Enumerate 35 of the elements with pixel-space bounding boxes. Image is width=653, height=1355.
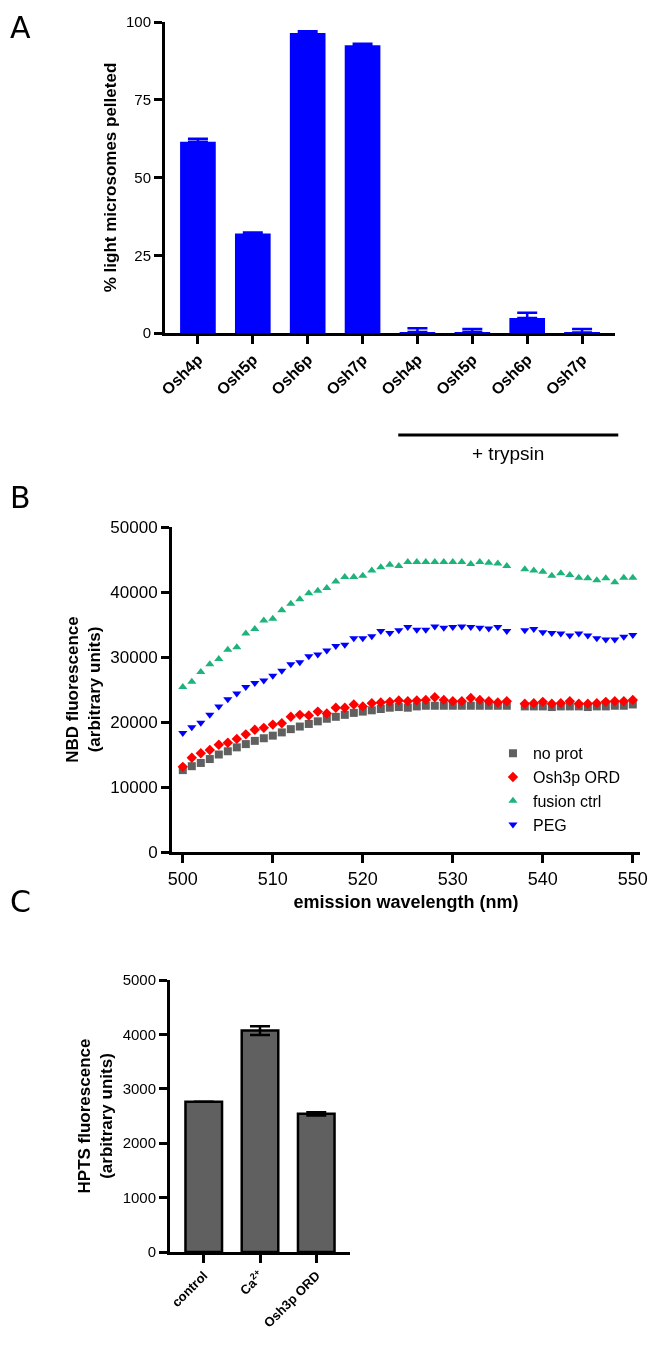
x-tick-label: 510: [257, 868, 288, 889]
x-tick-label: 530: [437, 868, 468, 889]
y-tick-label: 0: [142, 324, 151, 342]
x-axis-title: emission wavelength (nm): [293, 891, 519, 912]
x-tick-label: 520: [347, 868, 378, 889]
y-tick-label: 100: [125, 13, 151, 31]
y-tick-label: 20000: [110, 712, 158, 732]
legend-label: PEG: [532, 816, 567, 834]
y-tick-label: 50000: [110, 517, 158, 537]
y-tick-label: 25: [134, 246, 151, 264]
text: B: [10, 480, 31, 515]
y-tick-label: 1000: [122, 1188, 156, 1206]
y-axis-title: NBD fluorescence (arbitrary units): [62, 616, 104, 763]
y-axis-title: HPTS fluorescence (arbitrary units): [75, 1038, 117, 1194]
y-tick-label: 0: [148, 842, 158, 862]
x-tick-label: 550: [617, 868, 648, 889]
legend-label: no prot: [532, 745, 584, 763]
x-tick-label: 540: [527, 868, 558, 889]
text: C: [10, 884, 31, 919]
x-tick-label: 500: [167, 868, 198, 889]
legend-label: Osh3p ORD: [532, 769, 621, 787]
y-tick-label: 4000: [122, 1025, 156, 1043]
text: + trypsin: [472, 443, 545, 464]
y-tick-label: 50: [134, 168, 151, 186]
y-tick-label: 10000: [110, 777, 158, 797]
legend-label: fusion ctrl: [532, 792, 602, 810]
y-tick-label: 30000: [110, 647, 158, 667]
y-tick-label: 40000: [110, 582, 158, 602]
y-tick-label: 2000: [122, 1134, 156, 1152]
y-tick-label: 75: [134, 91, 151, 108]
y-tick-label: 5000: [122, 971, 156, 989]
text: A: [10, 10, 31, 45]
y-axis-title: % light microsomes pelleted: [100, 62, 120, 293]
y-tick-label: 3000: [122, 1080, 156, 1098]
y-tick-label: 0: [147, 1243, 156, 1261]
